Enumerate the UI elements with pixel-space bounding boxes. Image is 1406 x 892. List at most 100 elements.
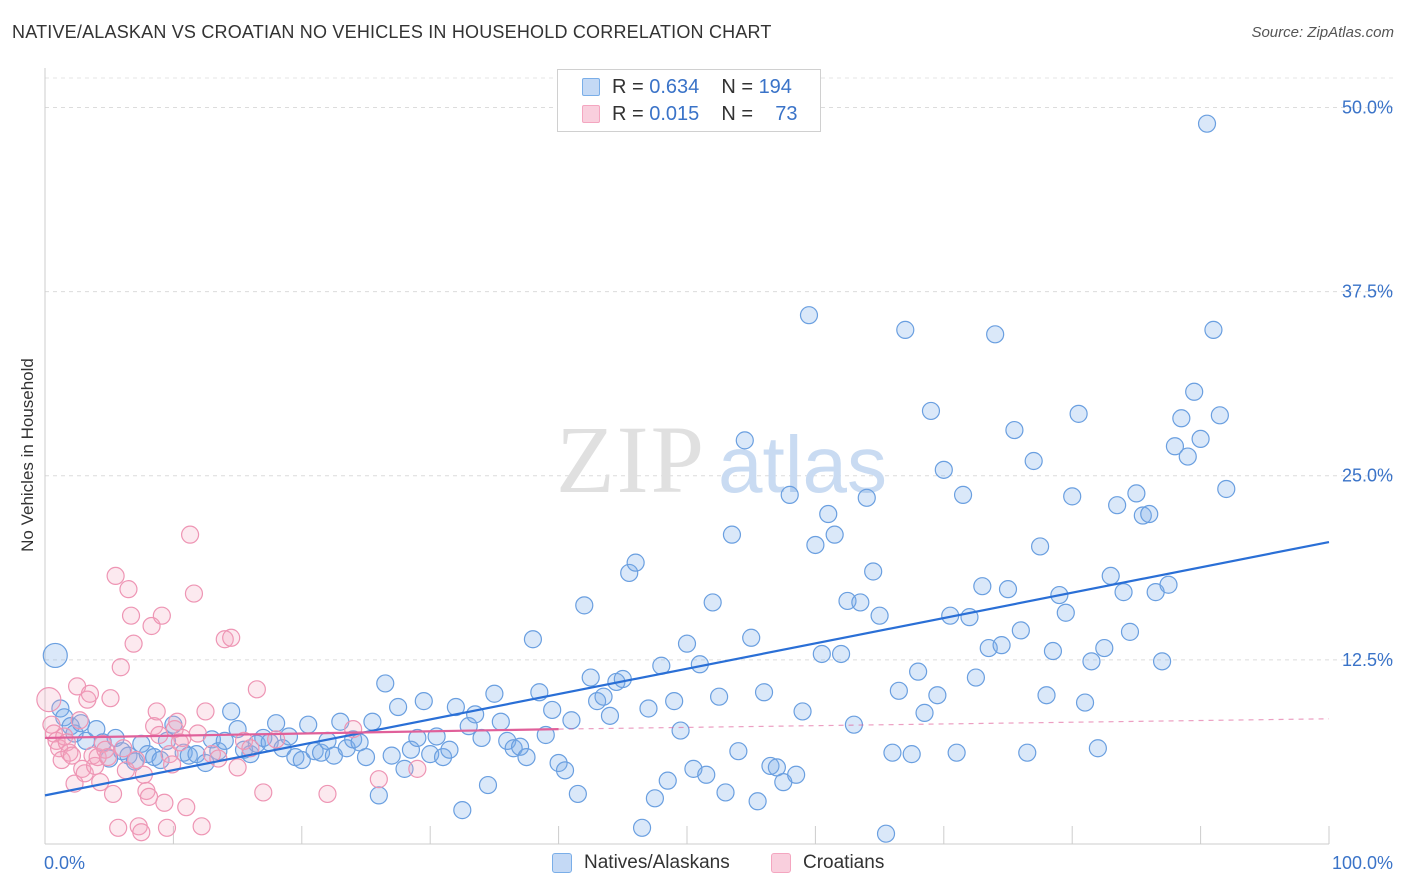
point-natives [697,765,716,784]
point-natives [1185,382,1204,401]
point-croatians [408,759,427,778]
point-natives [973,577,992,596]
point-natives [709,687,729,706]
point-natives [934,460,953,479]
point-croatians [369,770,388,789]
point-natives [825,525,844,544]
point-natives [864,562,883,581]
point-natives [1108,496,1127,515]
point-natives [485,684,504,703]
point-natives [267,714,286,733]
point-natives [523,630,543,649]
point-natives [639,699,658,718]
source-label: Source: ZipAtlas.com [1251,24,1394,41]
point-croatians [247,680,266,699]
point-natives [966,668,986,687]
point-natives [735,431,754,450]
point-natives [446,697,465,717]
point-natives [568,784,587,804]
point-croatians [318,784,337,804]
legend-r-value: 0.634 [649,75,700,98]
point-croatians [80,684,100,703]
point-natives [1030,537,1050,556]
point-natives [729,742,748,761]
point-natives [998,580,1018,599]
trend-lines [44,540,1330,797]
point-croatians [103,784,123,804]
point-croatians [160,745,179,764]
point-croatians [215,630,234,649]
point-croatians [139,787,159,806]
point-natives [876,824,896,843]
point-natives [363,712,382,731]
point-natives [414,692,433,711]
point-natives [433,747,453,767]
point-natives [921,401,941,421]
point-natives [453,801,472,820]
point-natives [658,771,677,790]
point-natives [1011,621,1030,640]
point-croatians [52,750,71,770]
point-natives [376,674,395,693]
point-natives [562,711,581,730]
point-natives [870,606,889,625]
point-natives [1210,406,1229,425]
point-croatians [152,606,171,625]
point-natives [748,792,767,811]
point-natives [632,818,652,837]
chart-title: NATIVE/ALASKAN VS CROATIAN NO VEHICLES I… [12,22,772,42]
point-natives [1120,622,1140,641]
y-tick-label: 25.0% [1342,466,1393,486]
legend-label-croatians: Croatians [803,852,885,873]
point-natives [1063,487,1082,506]
y-tick-label: 12.5% [1342,650,1393,670]
point-croatians [177,798,196,817]
point-croatians [62,746,82,765]
point-natives [613,669,632,689]
legend-swatch-natives [552,853,572,873]
point-natives [42,642,68,669]
point-natives [902,745,921,764]
axes [44,68,1330,845]
point-natives [626,553,645,572]
point-natives [1159,575,1178,594]
point-natives [986,325,1005,344]
point-natives [299,715,318,734]
point-natives [389,697,408,717]
correlation-legend: R = 0.634 N = 194 R = 0.015 N = 73 [557,69,821,132]
point-natives [819,504,838,524]
point-natives [440,740,459,759]
x-tick-label: 100.0% [1332,853,1393,873]
watermark: ZIP atlas [556,406,887,513]
point-natives [478,775,498,795]
point-croatians [36,687,62,713]
point-croatians [234,731,254,750]
point-natives [408,728,427,748]
trend-line-croatians [44,728,559,740]
point-natives [151,750,170,770]
point-natives [620,563,639,583]
point-natives [1069,404,1088,423]
point-croatians [124,634,143,653]
point-croatians [106,566,125,586]
point-croatians [75,764,94,783]
point-natives [549,753,568,773]
series-croatians-points [36,525,427,842]
point-natives [581,668,600,687]
tick-labels: 12.5% 25.0% 37.5% 50.0% 0.0% 100.0% [44,97,1393,873]
grid-lines [45,77,1395,661]
point-natives [369,786,388,805]
point-natives [1133,506,1152,525]
point-natives [1204,320,1223,339]
point-natives [857,488,876,507]
watermark-zip: ZIP [556,406,706,513]
point-natives [671,721,690,740]
point-croatians [119,580,138,599]
point-croatians [70,711,89,730]
point-natives [992,636,1011,655]
point-croatians [147,702,166,721]
legend-swatch-natives [582,78,600,96]
point-natives [915,703,934,722]
point-croatians [267,730,286,749]
point-natives [536,725,555,745]
